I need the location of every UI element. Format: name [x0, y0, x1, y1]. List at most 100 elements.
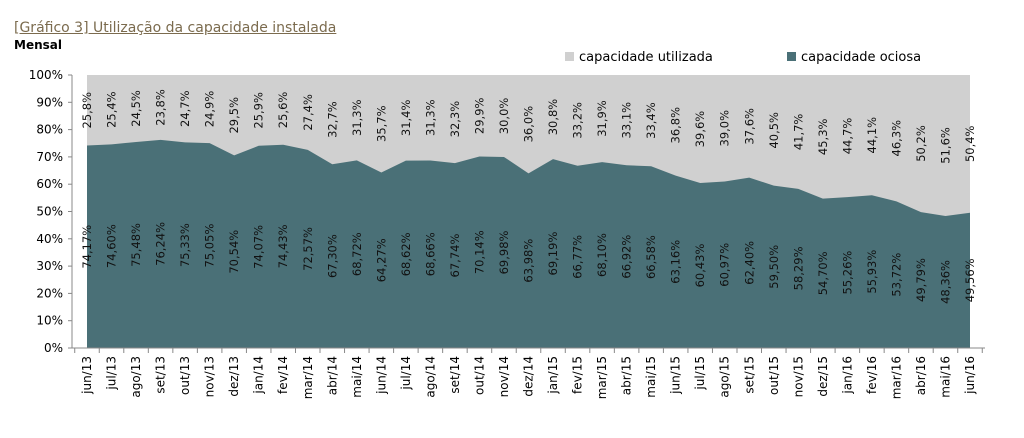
x-tick-label: jun/15 — [669, 356, 683, 395]
data-label-utilizada: 33,1% — [620, 102, 634, 139]
x-tick-label: dez/15 — [816, 356, 830, 397]
y-tick-label: 10% — [36, 314, 63, 328]
data-label-ociosa: 68,66% — [423, 232, 437, 276]
data-label-utilizada: 25,9% — [252, 92, 266, 129]
data-label-ociosa: 74,07% — [252, 225, 266, 269]
data-label-utilizada: 36,8% — [669, 107, 683, 144]
x-tick-label: mai/16 — [938, 356, 952, 398]
data-label-ociosa: 74,60% — [105, 224, 119, 268]
data-label-utilizada: 23,8% — [154, 89, 168, 126]
x-tick-label: jan/15 — [546, 356, 560, 395]
x-tick-label: jan/16 — [840, 356, 854, 395]
data-label-utilizada: 25,4% — [105, 91, 119, 128]
x-tick-label: fev/16 — [865, 356, 879, 394]
data-label-utilizada: 25,8% — [80, 92, 94, 129]
x-tick-label: out/15 — [767, 356, 781, 395]
data-label-utilizada: 33,4% — [644, 102, 658, 139]
data-label-ociosa: 67,74% — [448, 234, 462, 278]
y-tick-label: 100% — [29, 68, 63, 82]
data-label-ociosa: 75,33% — [178, 223, 192, 267]
x-tick-label: dez/13 — [227, 356, 241, 397]
x-tick-label: nov/15 — [791, 356, 805, 397]
data-label-utilizada: 45,3% — [816, 119, 830, 156]
data-label-utilizada: 41,7% — [791, 114, 805, 151]
x-tick-label: ago/13 — [129, 356, 143, 398]
data-label-utilizada: 46,3% — [889, 120, 903, 157]
data-label-ociosa: 68,72% — [350, 232, 364, 276]
x-tick-label: abr/15 — [620, 356, 634, 395]
data-label-utilizada: 36,0% — [522, 106, 536, 143]
y-tick-label: 30% — [36, 259, 63, 273]
x-tick-label: jun/13 — [80, 356, 94, 395]
data-label-ociosa: 76,24% — [154, 222, 168, 266]
data-label-ociosa: 55,26% — [840, 251, 854, 295]
data-label-ociosa: 70,54% — [227, 230, 241, 274]
x-tick-label: ago/15 — [718, 356, 732, 398]
x-tick-label: mar/16 — [889, 356, 903, 399]
y-tick-label: 80% — [36, 123, 63, 137]
data-label-utilizada: 39,0% — [718, 110, 732, 147]
data-label-ociosa: 49,56% — [963, 258, 977, 302]
data-label-ociosa: 75,05% — [203, 224, 217, 268]
data-label-ociosa: 69,98% — [497, 230, 511, 274]
x-tick-label: abr/16 — [914, 356, 928, 395]
data-label-ociosa: 60,43% — [693, 244, 707, 288]
data-label-ociosa: 54,70% — [816, 251, 830, 295]
data-label-ociosa: 58,29% — [791, 246, 805, 290]
data-label-ociosa: 48,36% — [938, 260, 952, 304]
data-label-ociosa: 68,10% — [595, 233, 609, 277]
data-label-ociosa: 66,92% — [620, 235, 634, 279]
data-label-utilizada: 37,6% — [742, 108, 756, 145]
data-label-utilizada: 44,1% — [865, 117, 879, 154]
data-label-utilizada: 24,7% — [178, 90, 192, 127]
legend-swatch-utilizada — [565, 52, 574, 61]
area-capacidade-ociosa — [87, 139, 970, 348]
data-label-ociosa: 75,48% — [129, 223, 143, 267]
x-tick-label: out/14 — [472, 356, 486, 395]
data-label-utilizada: 31,4% — [399, 100, 413, 137]
y-tick-label: 50% — [36, 205, 63, 219]
x-tick-label: set/15 — [742, 356, 756, 394]
data-label-utilizada: 40,5% — [767, 112, 781, 149]
data-label-ociosa: 63,16% — [669, 240, 683, 284]
x-tick-label: abr/14 — [325, 356, 339, 395]
data-label-utilizada: 29,5% — [227, 97, 241, 134]
chart-subtitle: Mensal — [14, 38, 62, 52]
data-label-ociosa: 64,27% — [374, 238, 388, 282]
x-tick-label: set/14 — [448, 356, 462, 394]
legend-swatch-ociosa — [787, 52, 796, 61]
data-label-utilizada: 39,6% — [693, 111, 707, 148]
x-tick-label: mar/14 — [301, 356, 315, 399]
x-tick-label: set/13 — [154, 356, 168, 394]
x-tick-label: nov/13 — [203, 356, 217, 397]
data-label-ociosa: 59,50% — [767, 245, 781, 289]
x-tick-label: ago/14 — [423, 356, 437, 398]
data-label-utilizada: 44,7% — [840, 118, 854, 155]
data-label-utilizada: 35,7% — [374, 105, 388, 142]
data-label-ociosa: 74,43% — [276, 224, 290, 268]
chart-title: [Gráfico 3] Utilização da capacidade ins… — [14, 20, 337, 36]
x-tick-label: mai/14 — [350, 356, 364, 398]
y-tick-label: 40% — [36, 232, 63, 246]
data-label-ociosa: 74,17% — [80, 225, 94, 269]
data-label-utilizada: 24,9% — [203, 91, 217, 128]
x-tick-label: jun/16 — [963, 356, 977, 395]
x-tick-label: fev/14 — [276, 356, 290, 394]
data-label-ociosa: 72,57% — [301, 227, 315, 271]
x-tick-label: jul/14 — [399, 356, 413, 391]
data-label-utilizada: 29,9% — [472, 97, 486, 134]
data-label-utilizada: 50,2% — [914, 125, 928, 162]
data-label-ociosa: 63,98% — [522, 239, 536, 283]
data-label-ociosa: 67,30% — [325, 234, 339, 278]
data-label-utilizada: 33,2% — [571, 102, 585, 139]
data-label-utilizada: 51,6% — [938, 127, 952, 164]
data-label-utilizada: 30,0% — [497, 98, 511, 135]
data-label-utilizada: 50,4% — [963, 125, 977, 162]
data-label-ociosa: 49,79% — [914, 258, 928, 302]
data-label-ociosa: 60,97% — [718, 243, 732, 287]
data-label-utilizada: 32,7% — [325, 101, 339, 138]
data-label-utilizada: 32,3% — [448, 101, 462, 138]
data-label-ociosa: 70,14% — [472, 230, 486, 274]
x-tick-label: jun/14 — [374, 356, 388, 395]
